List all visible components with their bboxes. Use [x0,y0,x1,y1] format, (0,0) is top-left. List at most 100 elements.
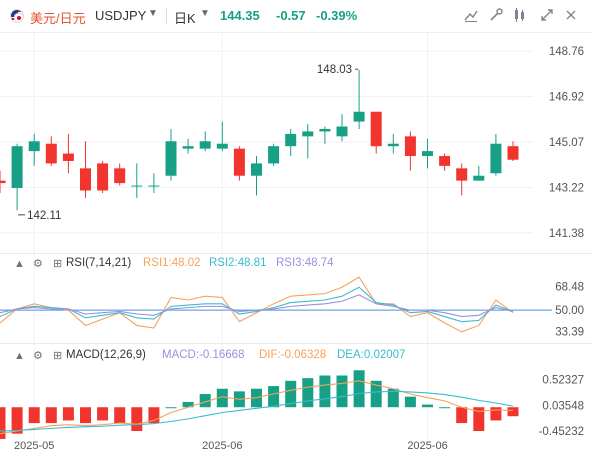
macd-bar [456,407,468,424]
candle-body [131,185,143,187]
macd-bar [473,407,485,432]
candle-body [199,141,211,149]
candle-body [216,143,228,149]
collapse-icon[interactable]: ▲ [14,350,25,362]
time-axis-label: 2025-06 [407,440,447,452]
rsi-axis-label: 33.39 [555,326,584,338]
rsi-line-1 [0,276,514,333]
fullscreen-icon[interactable] [538,7,556,25]
expand-icon[interactable]: ⊞ [53,258,63,270]
symbol-dropdown-icon[interactable]: ▼ [148,8,158,19]
candle-body [490,143,502,174]
candle [268,143,280,166]
candle [62,133,74,174]
macd-axis-label: -0.45232 [539,426,584,438]
macd-bar [302,378,314,408]
candle-body [45,143,57,164]
candle [422,138,433,169]
rsi-title: RSI(7,14,21) [66,257,132,269]
candle-body [422,151,433,157]
eye-icon[interactable] [511,7,529,25]
close-icon[interactable] [562,7,580,25]
rsi-line-2 [0,286,514,323]
candle [97,160,109,193]
macd-bar [404,396,416,408]
candle-body [319,128,331,132]
macd-bar [114,407,126,424]
usdjpy-flag-icon [10,9,24,23]
candle [0,170,6,193]
line-tool-icon[interactable] [462,7,480,25]
macd-bar [370,380,382,408]
macd-bar [285,380,297,408]
candle-body [404,136,416,157]
last-price: 144.35 [220,8,260,23]
macd-bar [439,407,451,409]
expand-icon[interactable]: ⊞ [53,350,63,362]
macd-bar [165,407,177,409]
candle-body [11,146,23,189]
rsi1-legend: RSI1:48.02 [143,257,201,269]
candle [319,126,331,144]
candle [165,128,177,181]
macd-bar [80,407,91,424]
candle-body [0,180,6,184]
macd-bar [336,375,348,408]
macd-bar [0,407,6,439]
candle [45,136,57,166]
candle [251,156,262,196]
candle-body [182,146,194,149]
candle [404,131,416,171]
symbol-name[interactable]: 美元/日元 [30,11,86,26]
candle-body [302,131,314,137]
candle-body [336,126,348,137]
candle-body [80,168,91,191]
macd-bar [45,407,57,424]
symbol-code[interactable]: USDJPY [95,8,147,23]
dea-line [0,390,514,432]
candle [148,173,160,193]
macd-bar [182,401,194,408]
macd-bar [131,407,143,432]
candle [28,133,40,166]
rsi3-legend: RSI3:48.74 [276,257,334,269]
candle [182,138,194,154]
gear-icon[interactable]: ⚙ [33,350,43,362]
macd-bar [422,404,433,408]
candle-body [456,168,468,181]
rsi-axis-label: 68.48 [555,282,584,294]
macd-bar [319,375,331,408]
rsi2-legend: RSI2:48.81 [209,257,267,269]
timeframe-selector[interactable]: 日K [174,11,196,26]
collapse-icon[interactable]: ▲ [14,258,25,270]
rsi-line-3 [0,294,514,318]
candle-body [251,163,262,176]
candle [131,163,143,198]
macd-bar [28,407,40,424]
macd-axis-label: 0.03548 [542,400,584,412]
low-annotation: 142.11 [27,210,61,222]
macd-bar [387,388,399,408]
candle-body [148,185,160,187]
candle [114,163,126,186]
candle-body [268,146,280,164]
candle [507,141,519,161]
candle [387,133,399,154]
candle [353,69,365,129]
candle [302,124,314,159]
candle-body [370,111,382,147]
candle-body [507,146,519,160]
candle [473,165,485,181]
candle [456,163,468,196]
candle-body [233,148,245,176]
dif-line [0,380,514,435]
rsi-pane-divider [0,253,592,254]
tool-icon[interactable] [487,7,505,25]
macd-axis-label: 0.52327 [542,375,584,387]
timeframe-dropdown-icon[interactable]: ▼ [200,8,210,19]
time-axis-label: 2025-05 [14,440,54,452]
gear-icon[interactable]: ⚙ [33,258,43,270]
candle-body [353,111,365,122]
macd-bar [97,407,109,421]
